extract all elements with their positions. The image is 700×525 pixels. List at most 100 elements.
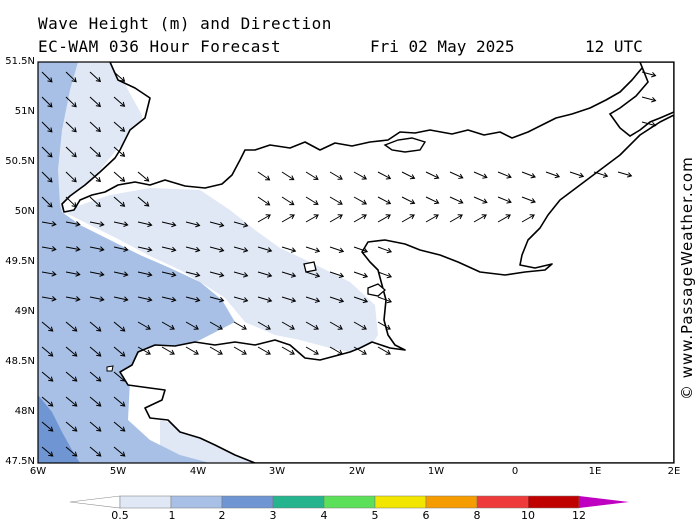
wave-direction-arrow-icon <box>65 321 78 332</box>
wave-direction-arrow-icon <box>41 296 57 302</box>
wave-direction-arrow-icon <box>521 171 536 179</box>
legend-label: 4 <box>320 509 328 522</box>
wave-direction-arrow-icon <box>281 214 295 223</box>
wave-direction-arrow-icon <box>377 246 393 254</box>
wave-direction-arrow-icon <box>209 271 225 278</box>
legend-swatch <box>527 495 580 509</box>
wave-direction-arrow-icon <box>113 246 129 252</box>
legend-label: 10 <box>521 509 535 522</box>
wave-direction-arrow-icon <box>497 171 512 179</box>
wave-direction-arrow-icon <box>281 296 297 303</box>
forecast-date: Fri 02 May 2025 <box>370 37 515 56</box>
lat-label: 49N <box>14 306 35 317</box>
wave-direction-arrow-icon <box>209 246 225 253</box>
lon-label: 5W <box>109 466 127 477</box>
wave-direction-arrow-icon <box>329 346 343 355</box>
wave-direction-arrow-icon <box>161 321 175 330</box>
wave-direction-arrow-icon <box>329 271 345 279</box>
wave-direction-arrow-icon <box>329 196 343 205</box>
wave-direction-arrow-icon <box>329 296 345 304</box>
wave-direction-arrow-icon <box>233 221 249 228</box>
wave-direction-arrow-icon <box>281 171 295 181</box>
legend-swatch <box>425 495 478 509</box>
wave-direction-arrow-icon <box>209 221 225 228</box>
wave-direction-arrow-icon <box>41 371 54 382</box>
wave-direction-arrow-icon <box>281 196 295 206</box>
wave-direction-arrow-icon <box>65 271 81 277</box>
wave-direction-arrow-icon <box>353 296 369 304</box>
wave-direction-arrow-icon <box>329 246 345 254</box>
wave-direction-arrow-icon <box>89 221 105 227</box>
wave-direction-arrow-icon <box>41 96 53 108</box>
lon-label: 3W <box>268 466 286 477</box>
wave-direction-arrow-icon <box>305 346 319 355</box>
land-france <box>119 114 674 463</box>
wave-direction-arrow-icon <box>89 246 105 252</box>
land-kent <box>608 62 674 137</box>
wave-direction-arrow-icon <box>209 321 223 330</box>
wave-direction-arrow-icon <box>41 346 54 357</box>
wave-direction-arrow-icon <box>305 171 319 180</box>
wave-direction-arrow-icon <box>41 171 53 183</box>
wave-direction-arrow-icon <box>185 246 201 253</box>
wave-direction-arrow-icon <box>89 321 102 332</box>
lon-label: 2W <box>348 466 366 477</box>
wave-direction-arrow-icon <box>185 271 201 278</box>
wave-direction-arrow-icon <box>425 196 440 205</box>
wave-direction-arrow-icon <box>353 346 367 355</box>
lon-label: 1W <box>427 466 445 477</box>
lon-label: 0 <box>511 466 519 477</box>
wave-direction-arrow-icon <box>257 196 271 206</box>
wave-direction-arrow-icon <box>305 196 319 205</box>
lat-label: 51N <box>14 106 35 117</box>
wave-direction-arrow-icon <box>41 196 53 208</box>
wave-direction-arrow-icon <box>257 246 273 253</box>
wave-direction-arrow-icon <box>137 171 150 182</box>
wave-direction-arrow-icon <box>233 346 247 355</box>
land-jersey <box>367 283 386 297</box>
lat-label: 49.5N <box>5 256 35 267</box>
wave-direction-arrow-icon <box>41 121 53 133</box>
wave-direction-arrow-icon <box>41 321 54 332</box>
wave-direction-arrow-icon <box>353 196 368 205</box>
wave-direction-arrow-icon <box>65 346 78 357</box>
legend-label: 6 <box>422 509 430 522</box>
wave-direction-arrow-icon <box>377 321 391 330</box>
wave-direction-arrow-icon <box>65 146 77 158</box>
wave-direction-arrow-icon <box>65 196 77 208</box>
wave-direction-arrow-icon <box>473 214 487 223</box>
wave-direction-arrow-icon <box>41 221 57 227</box>
credit-watermark: © www.PassageWeather.com <box>678 156 696 400</box>
wave-direction-arrow-icon <box>113 271 129 277</box>
legend-label: 1 <box>168 509 176 522</box>
wave-direction-arrow-icon <box>89 396 102 407</box>
legend-swatch <box>221 495 274 509</box>
wave-direction-arrow-icon <box>89 171 101 183</box>
forecast-time: 12 UTC <box>585 37 643 56</box>
wave-direction-arrow-icon <box>425 171 440 180</box>
wave-direction-arrow-icon <box>113 71 126 82</box>
wave-direction-arrow-icon <box>65 446 78 457</box>
wave-direction-arrow-icon <box>257 271 273 278</box>
wave-direction-arrow-icon <box>65 71 77 83</box>
wave-direction-arrow-icon <box>305 271 321 278</box>
wave-direction-arrow-icon <box>593 171 609 178</box>
wave-direction-arrow-icon <box>281 321 295 330</box>
wave-direction-arrow-icon <box>641 96 657 103</box>
wave-direction-arrow-icon <box>329 171 343 180</box>
wave-direction-arrow-icon <box>377 171 392 180</box>
wave-direction-arrow-icon <box>497 196 512 204</box>
lon-label: 1E <box>588 466 602 477</box>
wave-direction-arrow-icon <box>41 146 53 158</box>
legend-swatch <box>476 495 529 509</box>
wave-direction-arrow-icon <box>137 221 153 228</box>
wave-direction-arrow-icon <box>353 171 368 180</box>
legend-swatch <box>119 495 172 509</box>
lon-label: 2E <box>667 466 681 477</box>
wave-direction-arrow-icon <box>257 214 271 223</box>
wave-direction-arrow-icon <box>401 214 415 223</box>
wave-direction-arrow-icon <box>473 171 488 179</box>
wave-direction-arrow-icon <box>161 296 177 303</box>
wave-direction-arrow-icon <box>137 246 153 253</box>
